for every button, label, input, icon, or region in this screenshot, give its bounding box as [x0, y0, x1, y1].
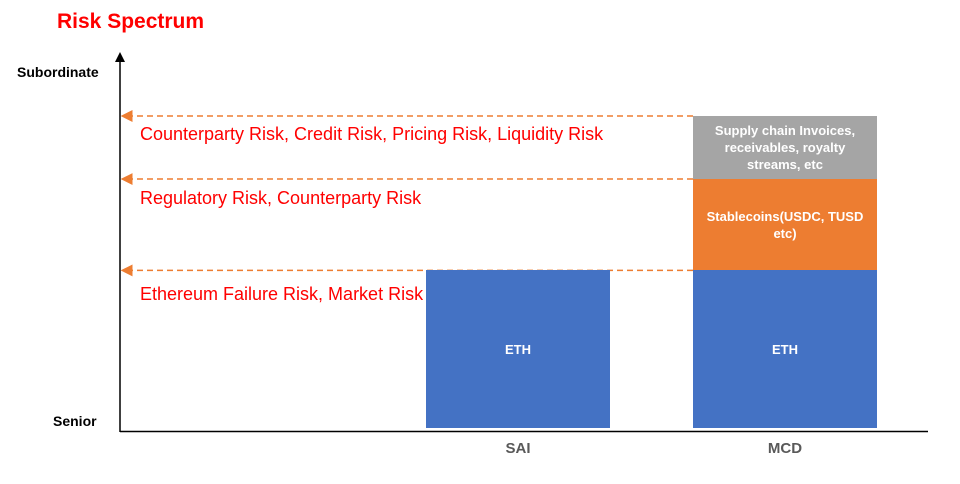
category-label-sai: SAI	[505, 440, 531, 457]
axis-label-subordinate: Subordinate	[17, 64, 99, 80]
category-label-mcd: MCD	[767, 440, 803, 457]
bar-mcd-supply-chain: Supply chain Invoices, receivables, roya…	[693, 116, 877, 180]
bar-sai-eth: ETH	[426, 270, 610, 428]
y-axis-arrow-icon	[115, 52, 125, 62]
risk-label-3: Counterparty Risk, Credit Risk, Pricing …	[140, 124, 604, 144]
chart-title: Risk Spectrum	[57, 10, 205, 33]
axis-label-senior: Senior	[53, 413, 97, 429]
risk-label-2: Regulatory Risk, Counterparty Risk	[140, 188, 422, 208]
bar-mcd-stablecoins: Stablecoins(USDC, TUSD etc)	[693, 179, 877, 271]
risk-label-1: Ethereum Failure Risk, Market Risk	[140, 284, 424, 304]
bar-mcd-eth: ETH	[693, 270, 877, 428]
